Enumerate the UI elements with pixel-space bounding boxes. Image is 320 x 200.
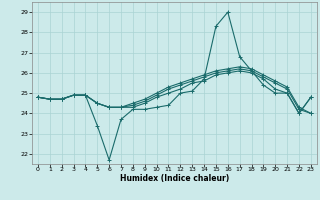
- X-axis label: Humidex (Indice chaleur): Humidex (Indice chaleur): [120, 174, 229, 183]
